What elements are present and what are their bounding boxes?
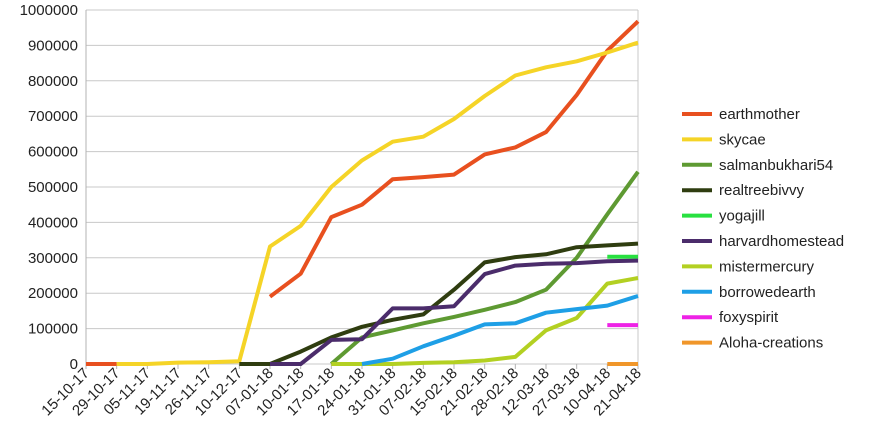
legend-label: earthmother (719, 106, 800, 123)
legend-label: mistermercury (719, 258, 815, 275)
y-tick-label: 900000 (28, 37, 78, 54)
y-tick-label: 200000 (28, 285, 78, 302)
legend-label: borrowedearth (719, 284, 816, 301)
legend-label: foxyspirit (719, 309, 779, 326)
series-lines (86, 19, 640, 366)
y-axis-tick-labels: 0 100000 200000 300000 400000 500000 600000 700… (20, 2, 78, 373)
x-axis-tick-labels: 15-10-1729-10-1705-11-1719-11-1726-11-17… (38, 364, 645, 419)
series-line-mistermercury (331, 276, 639, 366)
y-tick-label: 0 (70, 356, 78, 373)
legend: earthmother skycae salmanbukhari54 realtree… (682, 106, 844, 352)
y-tick-label: 300000 (28, 250, 78, 267)
y-tick-label: 700000 (28, 108, 78, 125)
legend-label: yogajill (719, 208, 765, 225)
legend-label: salmanbukhari54 (719, 157, 833, 174)
y-tick-label: 600000 (28, 144, 78, 161)
y-tick-label: 500000 (28, 179, 78, 196)
legend-label: harvardhomestead (719, 233, 844, 250)
y-tick-label: 100000 (28, 321, 78, 338)
series-line-borrowedearth (361, 294, 639, 366)
series-line-earthmother (268, 19, 640, 299)
y-tick-label: 800000 (28, 73, 78, 90)
series-line-realtreebivvy (239, 241, 639, 366)
y-tick-label: 400000 (28, 214, 78, 231)
series-line-skycae (116, 40, 639, 366)
legend-label: Aloha-creations (719, 335, 823, 352)
legend-label: realtreebivvy (719, 182, 805, 199)
y-tick-label: 1000000 (20, 2, 78, 19)
legend-label: skycae (719, 131, 766, 148)
series-line-harvardhomestead (270, 258, 639, 366)
series-line-salmanbukhari54 (329, 170, 640, 366)
grid-lines (85, 9, 639, 365)
